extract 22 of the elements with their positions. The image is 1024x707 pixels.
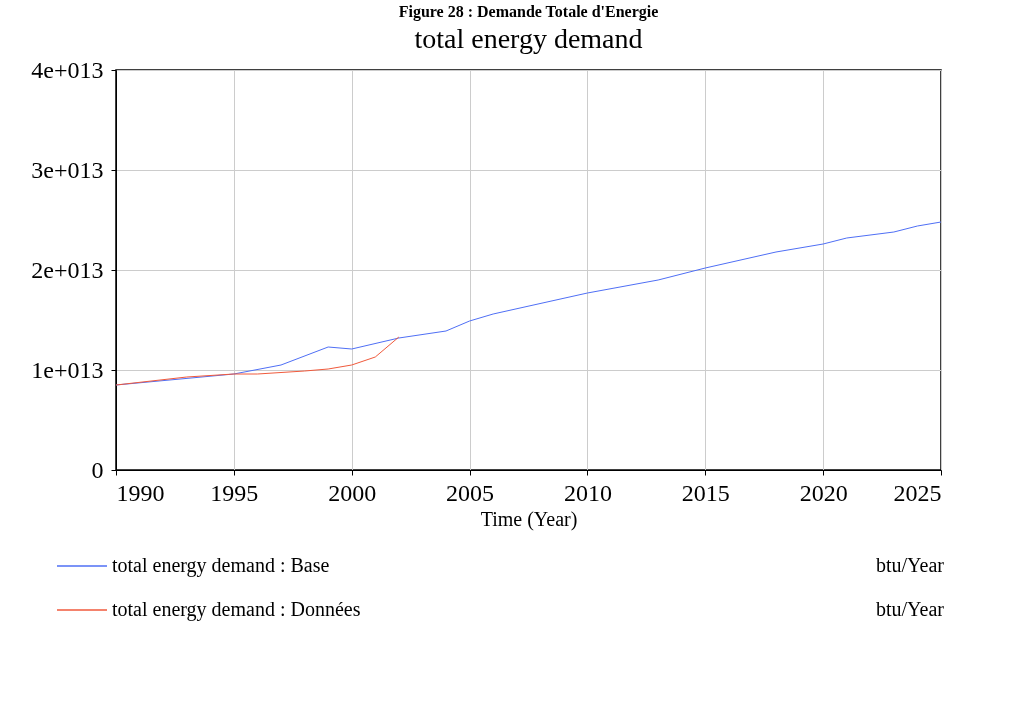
y-tick-label: 2e+013 — [31, 256, 104, 283]
caption: Figure 28 : Demande Totale d'Energie — [398, 3, 659, 21]
line-series — [115, 221, 942, 386]
x-tick-label: 2000 — [328, 479, 377, 506]
text: btu/Year — [876, 598, 945, 620]
y-tick-label: 1e+013 — [31, 356, 104, 383]
legend-label: total energy demand : Données — [112, 598, 361, 621]
y-tick-label: 3e+013 — [31, 156, 104, 183]
line-series — [115, 336, 400, 386]
x-tick-label: 2010 — [563, 479, 612, 506]
y-tick-label: 0 — [91, 456, 104, 483]
x-tick-label: 2025 — [893, 479, 942, 506]
x-tick-label: 1995 — [210, 479, 259, 506]
x-tick-label: 1990 — [116, 479, 165, 506]
chart-title: total energy demand — [414, 23, 643, 54]
x-tick-label: 2015 — [681, 479, 730, 506]
y-tick-label: 4e+013 — [31, 56, 104, 83]
text: btu/Year — [876, 554, 945, 576]
legend-label: total energy demand : Base — [112, 554, 330, 577]
x-tick-label: 2005 — [446, 479, 495, 506]
x-tick-label: 2020 — [799, 479, 848, 506]
x-axis-title: Time (Year) — [480, 507, 578, 531]
